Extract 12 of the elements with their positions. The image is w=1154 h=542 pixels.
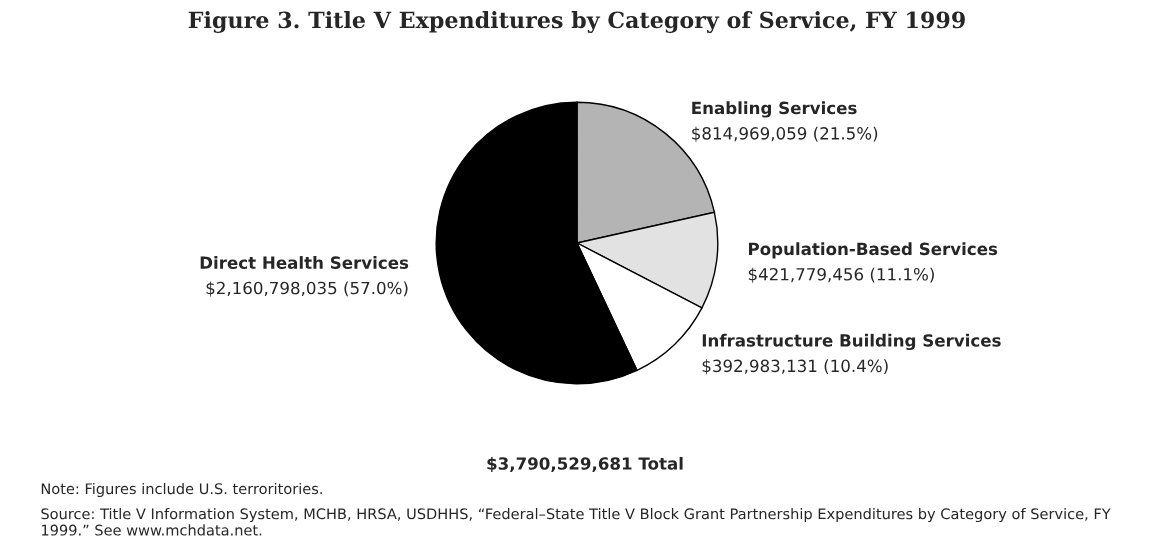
data-label: $392,983,131 (10.4%) (702, 359, 888, 375)
slice-label: Infrastructure Building Services (702, 333, 1001, 351)
slice-label: Enabling Services (692, 101, 857, 118)
source-note: Source: Title V Information System, MCHB, HRSA, USDHHS, “Federal–State Title V Block Grant Partnership Expenditures by Category of Service, FY 1999.” See www.mchdata.net. (41, 508, 1111, 536)
chart-title: Figure 3. Title V Expenditures by Category of Service, FY 1999 (188, 11, 965, 33)
slice-label: Direct Health Services (200, 256, 409, 269)
text: $3,790,529,681 Total (487, 456, 683, 473)
data-label: $421,779,456 (11.1%) (748, 267, 934, 283)
text: Note: Figures include U.S. terroritories. (41, 482, 322, 498)
slice-label: Population-Based Services (749, 242, 998, 259)
data-label: $2,160,798,035 (57.0%) (206, 281, 408, 297)
data-label: $814,969,059 (21.5%) (692, 126, 878, 142)
